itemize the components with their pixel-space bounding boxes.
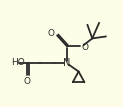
Text: HO: HO — [11, 58, 25, 67]
Text: O: O — [82, 43, 89, 52]
Text: O: O — [23, 77, 30, 86]
Text: N: N — [63, 58, 71, 68]
Text: O: O — [47, 29, 54, 38]
